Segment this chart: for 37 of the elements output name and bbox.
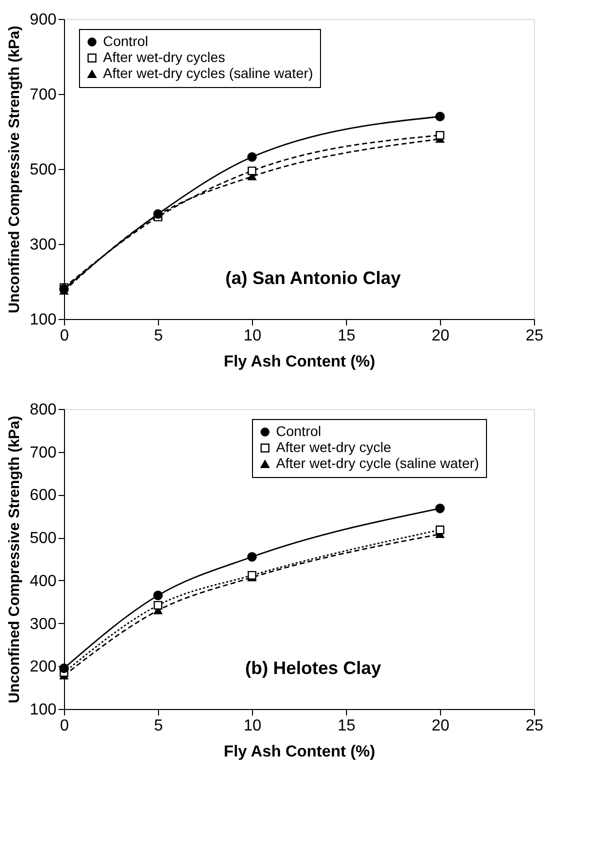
y-tick-label: 400 xyxy=(30,572,57,590)
y-tick-label: 300 xyxy=(30,236,57,254)
x-tick-label: 0 xyxy=(60,718,70,734)
y-tick-label: 500 xyxy=(30,530,57,548)
x-tick-label: 15 xyxy=(338,718,356,734)
annotation: (a) San Antonio Clay xyxy=(225,268,401,288)
y-axis-title: Unconfined Compressive Strength (kPa) xyxy=(6,416,23,704)
legend-label: After wet-dry cycle (saline water) xyxy=(276,455,480,471)
x-tick-label: 10 xyxy=(244,328,262,344)
x-tick-label: 20 xyxy=(432,718,450,734)
y-tick-label: 700 xyxy=(30,86,57,104)
x-tick-label: 25 xyxy=(526,718,544,734)
legend-label: Control xyxy=(276,423,322,439)
y-tick-label: 800 xyxy=(30,402,57,418)
y-axis-title: Unconfined Compressive Strength (kPa) xyxy=(6,26,23,314)
legend-label: After wet-dry cycle xyxy=(276,439,392,455)
x-axis-title: Fly Ash Content (%) xyxy=(224,744,376,760)
x-tick-label: 25 xyxy=(526,328,544,344)
x-tick-label: 0 xyxy=(60,328,70,344)
annotation: (b) Helotes Clay xyxy=(245,658,382,678)
y-tick-label: 300 xyxy=(30,616,57,633)
legend-label: After wet-dry cycles xyxy=(103,49,226,65)
y-tick-label: 700 xyxy=(30,444,57,462)
x-tick-label: 20 xyxy=(432,328,450,344)
legend-label: After wet-dry cycles (saline water) xyxy=(103,65,314,81)
x-axis-title: Fly Ash Content (%) xyxy=(224,354,376,370)
y-tick-label: 100 xyxy=(30,312,57,328)
x-tick-label: 10 xyxy=(244,718,262,734)
y-tick-label: 600 xyxy=(30,487,57,504)
y-tick-label: 500 xyxy=(30,162,57,178)
y-tick-label: 100 xyxy=(30,702,57,718)
x-tick-label: 5 xyxy=(154,718,164,734)
x-tick-label: 5 xyxy=(154,328,164,344)
x-tick-label: 15 xyxy=(338,328,356,344)
y-tick-label: 200 xyxy=(30,658,57,676)
y-tick-label: 900 xyxy=(30,12,57,28)
legend-label: Control xyxy=(103,33,148,49)
